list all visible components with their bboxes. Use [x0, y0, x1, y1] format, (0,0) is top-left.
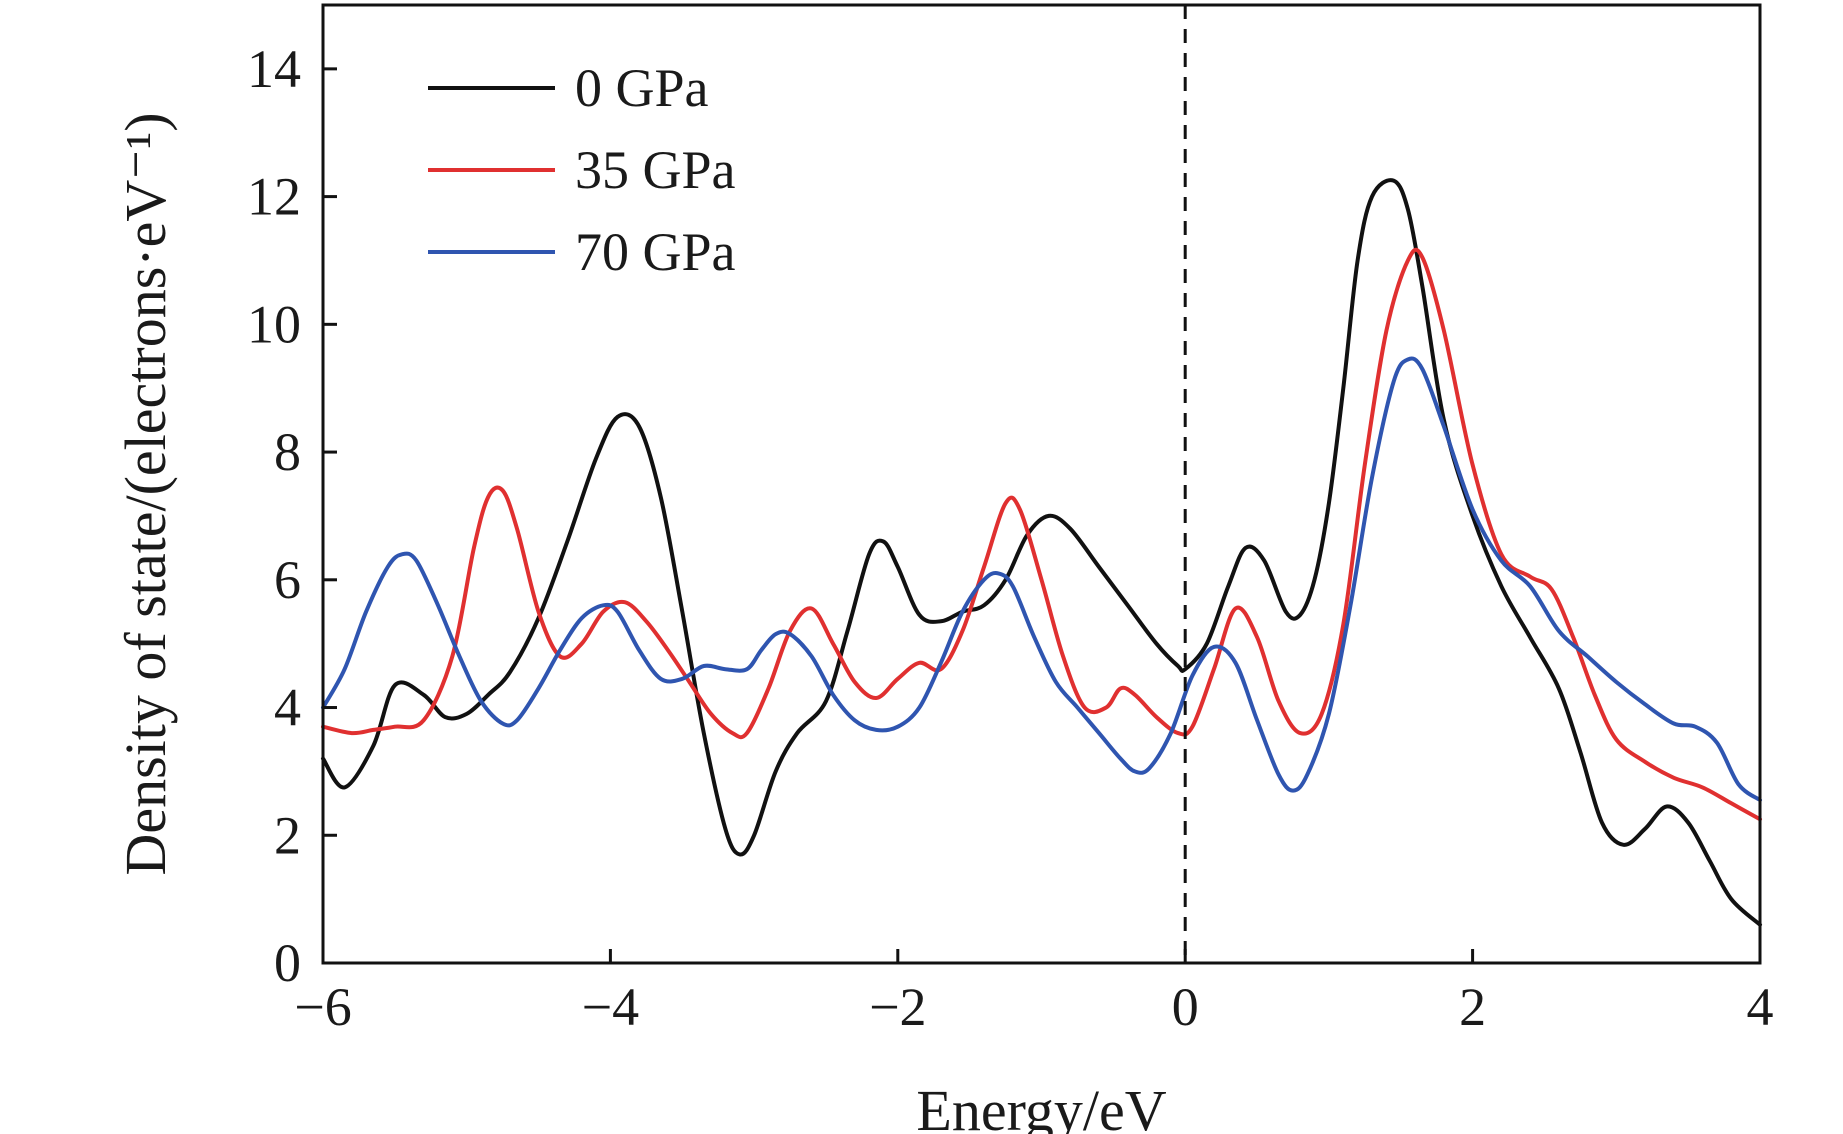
y-axis-ticks: 0 2 4 6 8 10 12 14 — [247, 39, 337, 993]
x-tick-label: 0 — [1172, 977, 1199, 1037]
series-line-0-gpa — [321, 178, 1762, 927]
y-axis-title: Density of state/(electrons·eV⁻¹) — [113, 112, 178, 875]
y-tick-label: 12 — [247, 167, 301, 227]
y-tick-label: 0 — [274, 933, 301, 993]
plot-frame — [321, 3, 1762, 965]
legend: 0 GPa 35 GPa 70 GPa — [428, 58, 736, 282]
x-axis-title: Energy/eV — [916, 1078, 1166, 1134]
x-axis-ticks: −6 −4 −2 0 2 4 — [294, 949, 1774, 1037]
x-tick-label: −2 — [869, 977, 926, 1037]
y-tick-label: 10 — [247, 294, 301, 354]
legend-label: 70 GPa — [575, 222, 736, 282]
y-tick-label: 4 — [274, 678, 301, 738]
series-layer — [321, 178, 1762, 927]
y-tick-label: 2 — [274, 805, 301, 865]
x-tick-label: 4 — [1747, 977, 1774, 1037]
legend-label: 35 GPa — [575, 140, 736, 200]
legend-label: 0 GPa — [575, 58, 709, 118]
y-tick-label: 6 — [274, 550, 301, 610]
x-tick-label: −6 — [294, 977, 351, 1037]
y-tick-label: 14 — [247, 39, 301, 99]
series-line-70-gpa — [321, 356, 1762, 803]
series-line-35-gpa — [321, 247, 1762, 822]
y-tick-label: 8 — [274, 422, 301, 482]
x-tick-label: 2 — [1459, 977, 1486, 1037]
x-tick-label: −4 — [582, 977, 639, 1037]
